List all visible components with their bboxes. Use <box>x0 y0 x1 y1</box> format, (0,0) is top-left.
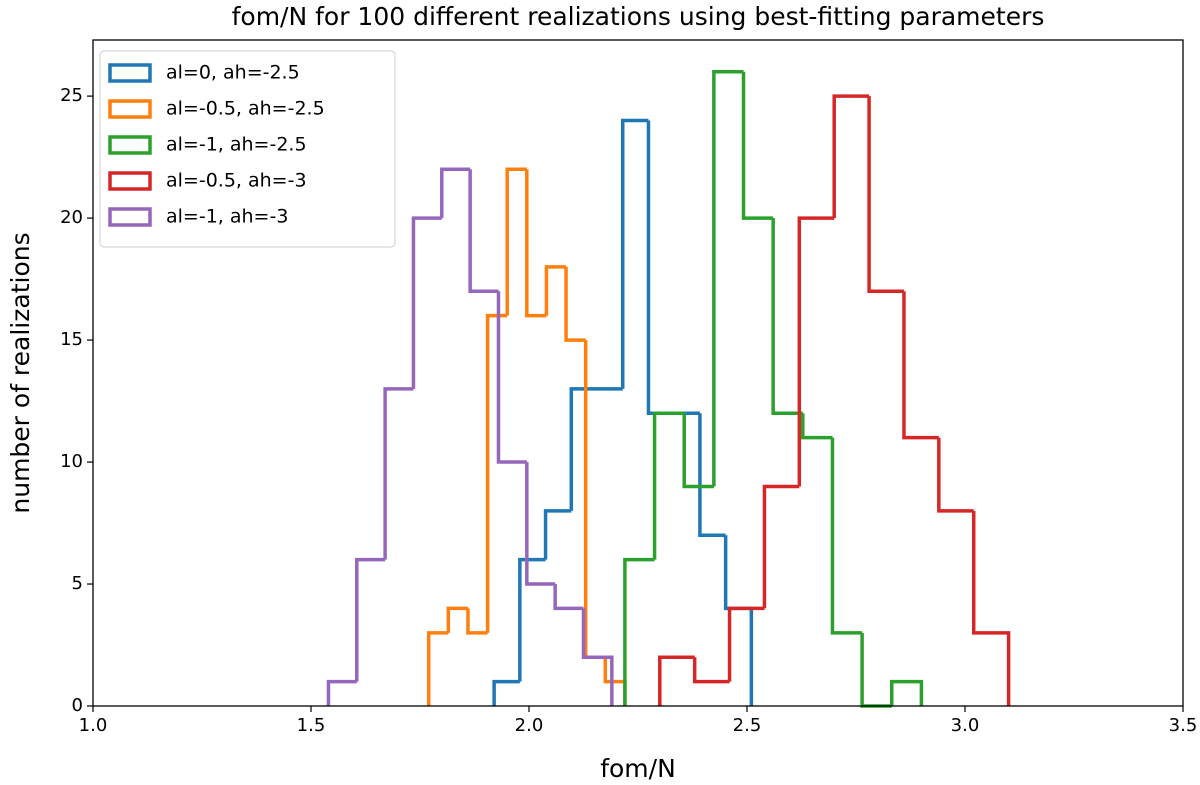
histogram-step <box>832 94 870 219</box>
histogram-step <box>741 71 774 220</box>
histogram-step <box>553 584 584 611</box>
y-tick-label: 0 <box>72 695 83 716</box>
histogram-step <box>446 606 468 633</box>
histogram-step <box>544 265 567 316</box>
legend-swatch <box>108 207 152 227</box>
histogram-step <box>564 266 586 342</box>
histogram-step <box>518 557 546 682</box>
y-tick-label: 15 <box>60 329 83 350</box>
histogram-step <box>682 413 714 489</box>
histogram-step <box>771 218 803 416</box>
histogram-step <box>658 655 695 706</box>
legend-label: al=-1, ah=-3 <box>166 206 288 228</box>
legend-frame <box>99 50 396 248</box>
histogram-step <box>971 510 1011 706</box>
histogram-step <box>727 606 765 682</box>
histogram-step <box>860 632 892 708</box>
legend-label: al=0, ah=-2.5 <box>166 62 300 84</box>
histogram-step <box>797 216 835 487</box>
histogram-step <box>581 608 614 706</box>
histogram-step <box>890 679 924 706</box>
histogram-step <box>937 437 974 513</box>
histogram-step <box>692 657 730 684</box>
histogram-step <box>902 291 939 440</box>
histogram-step <box>492 679 520 706</box>
x-tick-label: 1.0 <box>79 715 108 736</box>
histogram-step <box>867 96 904 294</box>
histogram-step <box>426 631 449 706</box>
histogram-step <box>355 557 386 682</box>
legend-swatch <box>108 171 152 191</box>
histogram-step <box>712 69 744 487</box>
chart-title: fom/N for 100 different realizations usi… <box>232 2 1045 31</box>
histogram-step <box>525 169 547 318</box>
histogram-step <box>801 413 833 440</box>
x-tick-label: 1.5 <box>297 715 326 736</box>
legend: al=0, ah=-2.5 al=-0.5, ah=-2.5 al=-1, ah=-… <box>99 50 396 248</box>
x-axis-label: fom/N <box>600 754 676 783</box>
histogram-step <box>620 118 649 389</box>
y-tick-label: 20 <box>60 207 83 228</box>
legend-swatch <box>108 99 152 119</box>
histogram-step <box>830 437 863 635</box>
histogram-step <box>525 462 556 586</box>
histogram-step <box>468 169 499 294</box>
plot-frame <box>92 39 1184 707</box>
histogram-step <box>603 657 627 706</box>
y-tick-label: 10 <box>60 451 83 472</box>
histogram-step <box>485 313 508 633</box>
x-tick-label: 2.5 <box>733 715 762 736</box>
histogram-step <box>411 216 442 389</box>
legend-label: al=-0.5, ah=-3 <box>166 170 307 192</box>
histogram-step <box>646 120 675 416</box>
histogram-step <box>505 167 527 316</box>
histogram-step <box>652 411 685 560</box>
histogram-step <box>623 557 655 706</box>
histogram-step <box>543 509 572 560</box>
y-axis-label: number of realizations <box>6 232 35 513</box>
legend-label: al=-0.5, ah=-2.5 <box>166 98 325 120</box>
histogram-step <box>762 484 800 609</box>
histogram-step <box>326 679 357 706</box>
histogram-step <box>466 608 488 635</box>
histogram-step <box>383 387 414 560</box>
histogram-step <box>496 291 527 464</box>
legend-label: al=-1, ah=-2.5 <box>166 134 307 156</box>
x-tick-label: 2.0 <box>515 715 544 736</box>
histogram-step <box>440 167 471 219</box>
legend-swatch <box>108 63 152 83</box>
y-tick-label: 5 <box>72 573 83 594</box>
histogram-step <box>698 413 726 537</box>
legend-swatch <box>108 135 152 155</box>
x-tick-label: 3.5 <box>1169 715 1198 736</box>
y-tick-label: 25 <box>60 85 83 106</box>
histogram-step <box>569 387 598 511</box>
x-tick-label: 3.0 <box>951 715 980 736</box>
